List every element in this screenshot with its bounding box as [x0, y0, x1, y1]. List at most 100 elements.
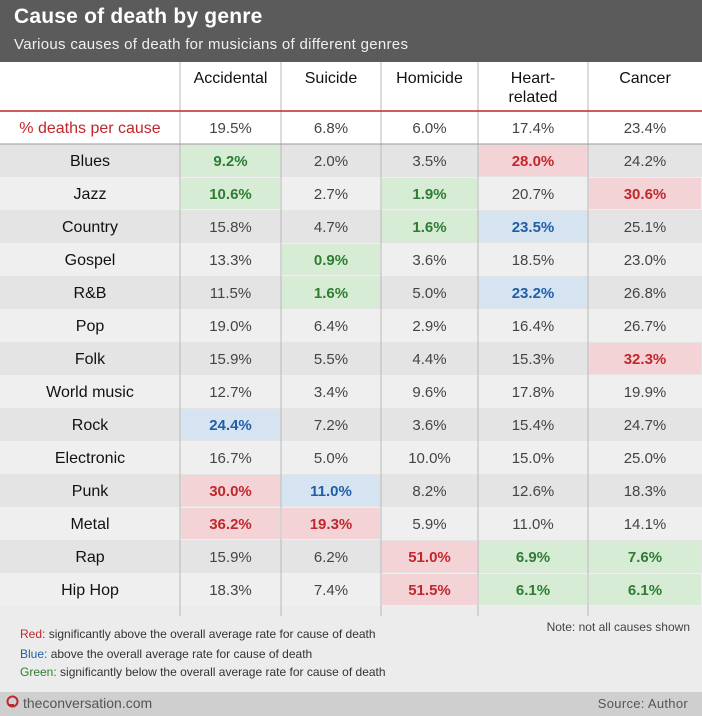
highlight-cell-green [382, 178, 477, 209]
highlight-cell-blue [479, 277, 587, 308]
table-svg: Accidental Suicide Homicide Heart-related Ca… [0, 62, 702, 616]
highlight-cell-green [479, 541, 587, 572]
genre-label: Jazz [74, 186, 107, 203]
highlight-cell-green [282, 277, 380, 308]
highlight-cell-red [382, 574, 477, 605]
cell-value: 6.2% [314, 549, 348, 566]
cell-value: 30.0% [209, 483, 252, 500]
highlight-cell-blue [282, 475, 380, 506]
genre-label: Punk [72, 483, 109, 500]
genre-label: R&B [74, 285, 107, 302]
cell-value: 28.0% [512, 153, 555, 170]
cell-value: 7.2% [314, 417, 348, 434]
cell-value: 11.5% [210, 285, 251, 302]
highlight-cell-green [181, 145, 280, 176]
legend-red: Red: significantly above the overall ave… [20, 627, 376, 641]
highlight-cell-green [479, 574, 587, 605]
cell-value: 6.1% [516, 582, 550, 599]
genre-label: Gospel [65, 252, 116, 269]
cell-value: 19.0% [209, 318, 252, 335]
brand[interactable]: theconversation.com [6, 695, 152, 711]
genre-label: Electronic [55, 450, 125, 467]
legend-blue-key: Blue: [20, 647, 48, 661]
genre-label: Folk [75, 351, 106, 368]
cause-of-death-table: Accidental Suicide Homicide Heart-related Ca… [0, 62, 702, 616]
legend-blue: Blue: above the overall average rate for… [20, 647, 312, 661]
cell-value: 3.6% [412, 252, 446, 269]
cell-value: 15.9% [209, 351, 252, 368]
genre-label: Hip Hop [61, 582, 119, 599]
cell-value: 14.1% [624, 516, 667, 533]
summary-value: 23.4% [624, 120, 667, 137]
header: Cause of death by genre Various causes o… [0, 0, 702, 62]
cell-value: 16.7% [209, 450, 252, 467]
cell-value: 9.6% [412, 384, 446, 401]
footer: theconversation.com Source: Author [0, 692, 702, 716]
cell-value: 7.6% [628, 549, 662, 566]
source-credit: Source: Author [597, 696, 688, 711]
legend-green-key: Green: [20, 665, 57, 679]
cell-value: 26.7% [624, 318, 667, 335]
cell-value: 2.9% [412, 318, 446, 335]
cell-value: 9.2% [213, 153, 247, 170]
cell-value: 3.4% [314, 384, 348, 401]
cell-value: 5.9% [412, 516, 446, 533]
cell-value: 24.4% [209, 417, 252, 434]
genre-label: Pop [76, 318, 105, 335]
legend-green: Green: significantly below the overall a… [20, 665, 386, 679]
cell-value: 3.5% [412, 153, 446, 170]
cell-value: 16.4% [512, 318, 555, 335]
cell-value: 6.4% [314, 318, 348, 335]
genre-label: World music [46, 384, 134, 401]
highlight-cell-green [282, 244, 380, 275]
highlight-cell-green [589, 574, 701, 605]
table-row [0, 375, 702, 408]
cell-value: 7.4% [314, 582, 348, 599]
cell-value: 23.2% [512, 285, 555, 302]
cell-value: 25.0% [624, 450, 667, 467]
table-row [0, 177, 702, 210]
legend-green-text: significantly below the overall average … [56, 665, 386, 679]
highlight-cell-blue [479, 211, 587, 242]
highlight-cell-blue [181, 409, 280, 440]
genre-label: Rock [72, 417, 109, 434]
brand-link[interactable]: theconversation.com [23, 695, 153, 711]
cell-value: 23.0% [624, 252, 667, 269]
cell-value: 2.7% [314, 186, 348, 203]
table-row [0, 309, 702, 342]
cell-value: 19.9% [624, 384, 667, 401]
cell-value: 10.0% [408, 450, 451, 467]
column-header: Homicide [396, 70, 463, 87]
cell-value: 23.5% [512, 219, 555, 236]
cell-value: 11.0% [512, 516, 553, 533]
page-subtitle: Various causes of death for musicians of… [14, 36, 409, 53]
summary-value: 6.0% [412, 120, 446, 137]
cell-value: 15.3% [512, 351, 555, 368]
legend: Red: significantly above the overall ave… [0, 620, 702, 690]
cell-value: 18.3% [624, 483, 667, 500]
column-header: Suicide [305, 70, 358, 87]
highlight-cell-red [589, 343, 701, 374]
column-header: Cancer [619, 70, 671, 87]
cell-value: 3.6% [412, 417, 446, 434]
cell-value: 24.2% [624, 153, 667, 170]
highlight-cell-red [479, 145, 587, 176]
legend-red-key: Red: [20, 627, 46, 641]
cell-value: 51.5% [408, 582, 451, 599]
cell-value: 8.2% [412, 483, 446, 500]
table-row [0, 408, 702, 441]
cell-value: 5.5% [314, 351, 348, 368]
cell-value: 1.9% [412, 186, 446, 203]
highlight-cell-red [382, 541, 477, 572]
highlight-cell-green [589, 541, 701, 572]
cell-value: 30.6% [624, 186, 667, 203]
table-row [0, 441, 702, 474]
genre-label: Blues [70, 153, 110, 170]
cell-value: 15.4% [512, 417, 555, 434]
cell-value: 0.9% [314, 252, 348, 269]
summary-value: 17.4% [512, 120, 555, 137]
cell-value: 4.7% [314, 219, 348, 236]
cell-value: 19.3% [310, 516, 353, 533]
cell-value: 17.8% [512, 384, 555, 401]
note: Note: not all causes shown [546, 620, 690, 634]
